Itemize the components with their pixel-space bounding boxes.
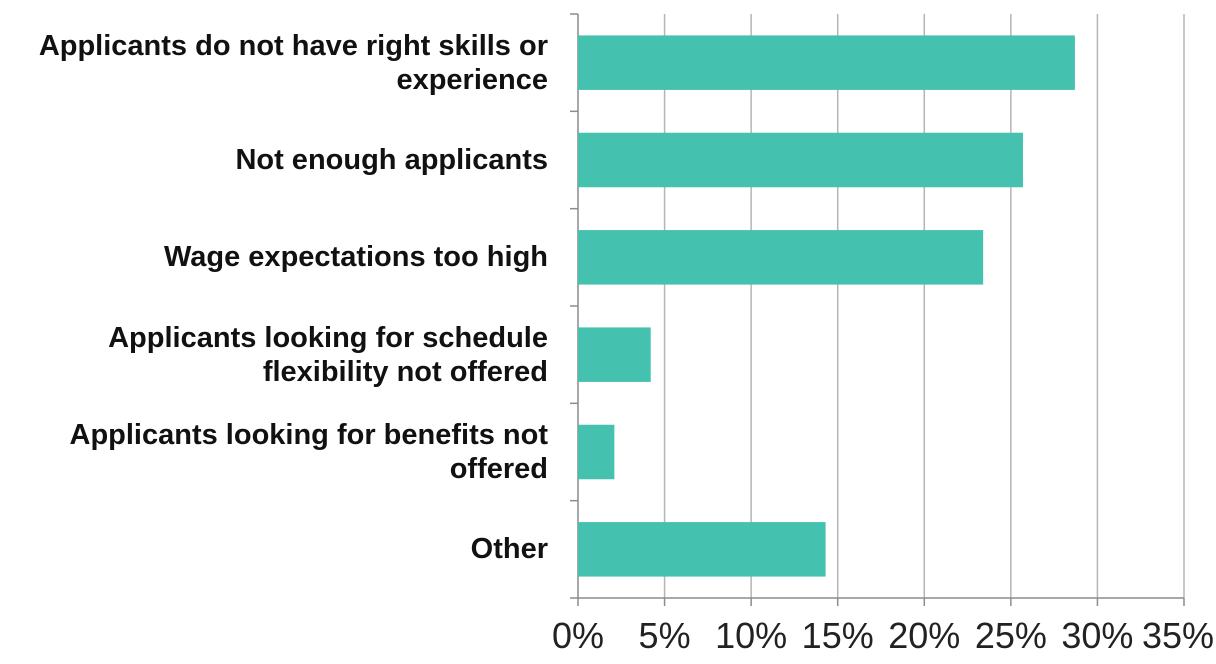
- category-label: Not enough applicants: [235, 144, 548, 176]
- category-label: Applicants looking for schedule flexibil…: [108, 321, 548, 388]
- bar: [578, 35, 1075, 90]
- x-tick-label: 20%: [888, 615, 961, 656]
- bar: [578, 327, 651, 382]
- x-tick-label: 5%: [638, 615, 691, 656]
- bar: [578, 230, 984, 285]
- bar: [578, 522, 826, 577]
- x-tick-label: 30%: [1061, 615, 1134, 656]
- category-label: Applicants do not have right skills or e…: [38, 29, 548, 96]
- x-tick-label: 10%: [715, 615, 788, 656]
- bar: [578, 132, 1023, 188]
- bar: [578, 424, 615, 480]
- x-tick-label: 0%: [551, 615, 605, 656]
- category-label: Applicants looking for benefits not offe…: [69, 419, 549, 485]
- category-label: Wage expectations too high: [163, 241, 548, 274]
- x-tick-label: 25%: [974, 615, 1047, 656]
- x-tick-label: 35%: [1141, 615, 1214, 656]
- category-label: Other: [470, 533, 548, 566]
- x-tick-label: 15%: [801, 615, 874, 656]
